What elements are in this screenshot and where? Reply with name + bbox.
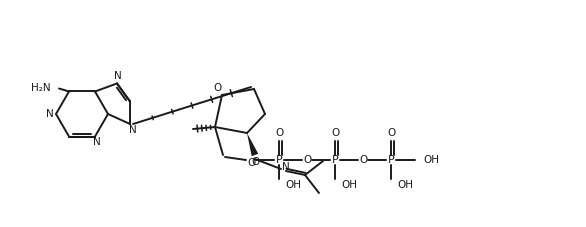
Text: O: O <box>331 128 339 138</box>
Text: O: O <box>303 155 311 165</box>
Text: O: O <box>252 157 260 167</box>
Text: O: O <box>214 83 222 93</box>
Text: P: P <box>332 155 338 165</box>
Polygon shape <box>247 133 258 156</box>
Text: N: N <box>93 136 101 146</box>
Text: N: N <box>282 162 290 172</box>
Text: N: N <box>129 125 137 135</box>
Text: OH: OH <box>285 180 301 190</box>
Text: O: O <box>359 155 367 165</box>
Text: OH: OH <box>397 180 413 190</box>
Text: O: O <box>275 128 283 138</box>
Text: N: N <box>114 72 122 81</box>
Text: P: P <box>387 155 394 165</box>
Text: OH: OH <box>423 155 439 165</box>
Text: O: O <box>248 158 256 168</box>
Text: P: P <box>275 155 282 165</box>
Text: H₂N: H₂N <box>32 84 51 94</box>
Text: OH: OH <box>341 180 357 190</box>
Text: O: O <box>387 128 395 138</box>
Text: N: N <box>46 109 54 119</box>
